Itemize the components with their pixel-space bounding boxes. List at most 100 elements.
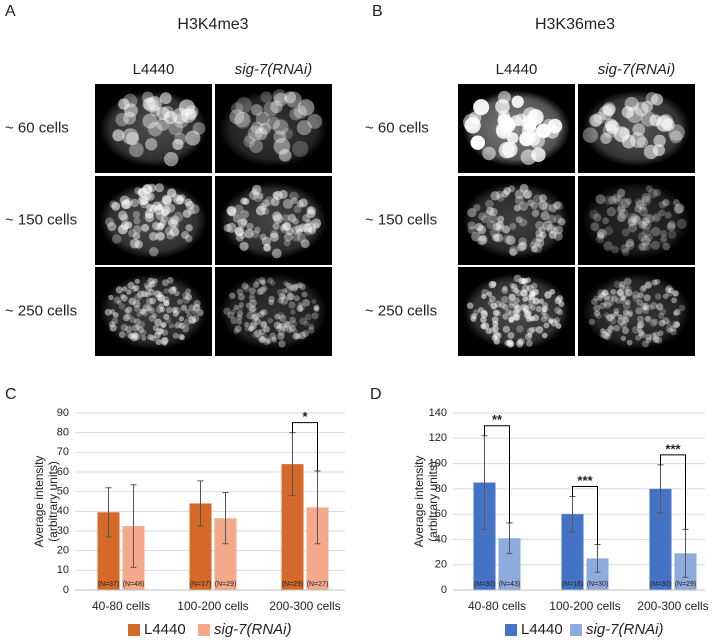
nucleus — [301, 291, 308, 298]
nucleus — [242, 198, 250, 205]
nucleus — [492, 222, 501, 231]
nucleus — [229, 292, 236, 299]
nucleus — [285, 321, 293, 329]
nucleus — [496, 193, 505, 202]
nucleus — [480, 323, 487, 330]
nucleus — [518, 201, 529, 212]
nucleus — [120, 221, 130, 231]
nucleus — [248, 190, 259, 200]
nucleus — [139, 309, 145, 315]
nucleus — [538, 226, 546, 234]
nucleus — [627, 216, 638, 227]
nucleus — [115, 286, 123, 294]
nucleus — [296, 200, 304, 208]
nucleus — [522, 307, 529, 313]
nucleus — [496, 224, 504, 232]
nucleus — [493, 338, 500, 345]
nucleus — [484, 210, 491, 218]
nucleus — [303, 320, 310, 327]
nucleus — [588, 113, 603, 128]
nucleus — [501, 287, 509, 294]
nucleus — [236, 314, 243, 321]
nucleus — [260, 278, 267, 286]
nucleus — [243, 135, 255, 148]
nucleus — [666, 222, 676, 232]
column-label: L4440 — [496, 61, 538, 78]
nucleus — [270, 100, 283, 114]
nucleus — [125, 325, 133, 333]
nucleus — [160, 337, 169, 345]
nucleus — [236, 310, 244, 317]
nucleus — [495, 190, 504, 199]
nucleus — [255, 205, 266, 216]
nucleus — [185, 288, 192, 295]
nucleus — [467, 221, 476, 230]
nucleus — [644, 233, 653, 242]
nucleus — [173, 113, 189, 129]
nucleus — [234, 112, 252, 129]
nucleus — [645, 91, 659, 105]
n-label: (N=29) — [282, 581, 304, 588]
nucleus — [223, 223, 232, 233]
nucleus — [666, 320, 672, 326]
nucleus — [478, 212, 486, 221]
nucleus — [532, 314, 540, 322]
nucleus — [273, 190, 283, 201]
nucleus — [255, 111, 270, 126]
nucleus — [676, 218, 687, 229]
nucleus — [178, 322, 185, 329]
nucleus — [590, 222, 600, 232]
nucleus — [148, 281, 155, 288]
row-label: ~ 250 cells — [365, 302, 437, 319]
nucleus — [188, 316, 197, 324]
nucleus — [171, 306, 178, 313]
nucleus — [640, 235, 651, 246]
nucleus — [145, 192, 155, 201]
nucleus — [608, 324, 614, 330]
nucleus — [645, 184, 653, 192]
nucleus — [148, 232, 158, 241]
nucleus — [303, 227, 313, 236]
nucleus — [130, 198, 139, 208]
nucleus — [539, 298, 545, 304]
nucleus — [278, 148, 292, 162]
nucleus — [118, 331, 126, 338]
nucleus — [132, 210, 141, 219]
nucleus — [602, 103, 616, 117]
nucleus — [652, 336, 660, 343]
nucleus — [261, 285, 268, 292]
nucleus — [147, 121, 163, 137]
nucleus — [527, 327, 535, 335]
nucleus — [627, 311, 633, 318]
nucleus — [307, 206, 317, 215]
y-tick-label: 50 — [57, 486, 69, 498]
nucleus — [182, 209, 192, 218]
nucleus — [513, 288, 520, 294]
nucleus — [249, 287, 256, 295]
nucleus — [290, 309, 296, 315]
nucleus — [144, 97, 160, 113]
nucleus — [172, 310, 179, 317]
nucleus — [629, 132, 646, 149]
nucleus — [506, 132, 519, 144]
nucleus — [547, 316, 554, 323]
nucleus — [600, 291, 607, 298]
nucleus — [613, 311, 619, 317]
nucleus — [133, 284, 140, 292]
nucleus — [226, 206, 237, 217]
nucleus — [147, 183, 157, 193]
nucleus — [119, 293, 126, 299]
nucleus — [123, 111, 137, 125]
y-tick-label: 90 — [57, 407, 69, 419]
nucleus — [133, 305, 141, 312]
nucleus — [501, 295, 509, 304]
nucleus — [261, 207, 270, 216]
nucleus — [116, 299, 122, 305]
nucleus — [490, 227, 501, 238]
nucleus — [292, 328, 299, 335]
nucleus — [161, 279, 169, 287]
nucleus — [620, 243, 630, 253]
nucleus — [186, 313, 193, 320]
nucleus — [139, 199, 149, 209]
nucleus — [254, 127, 268, 141]
